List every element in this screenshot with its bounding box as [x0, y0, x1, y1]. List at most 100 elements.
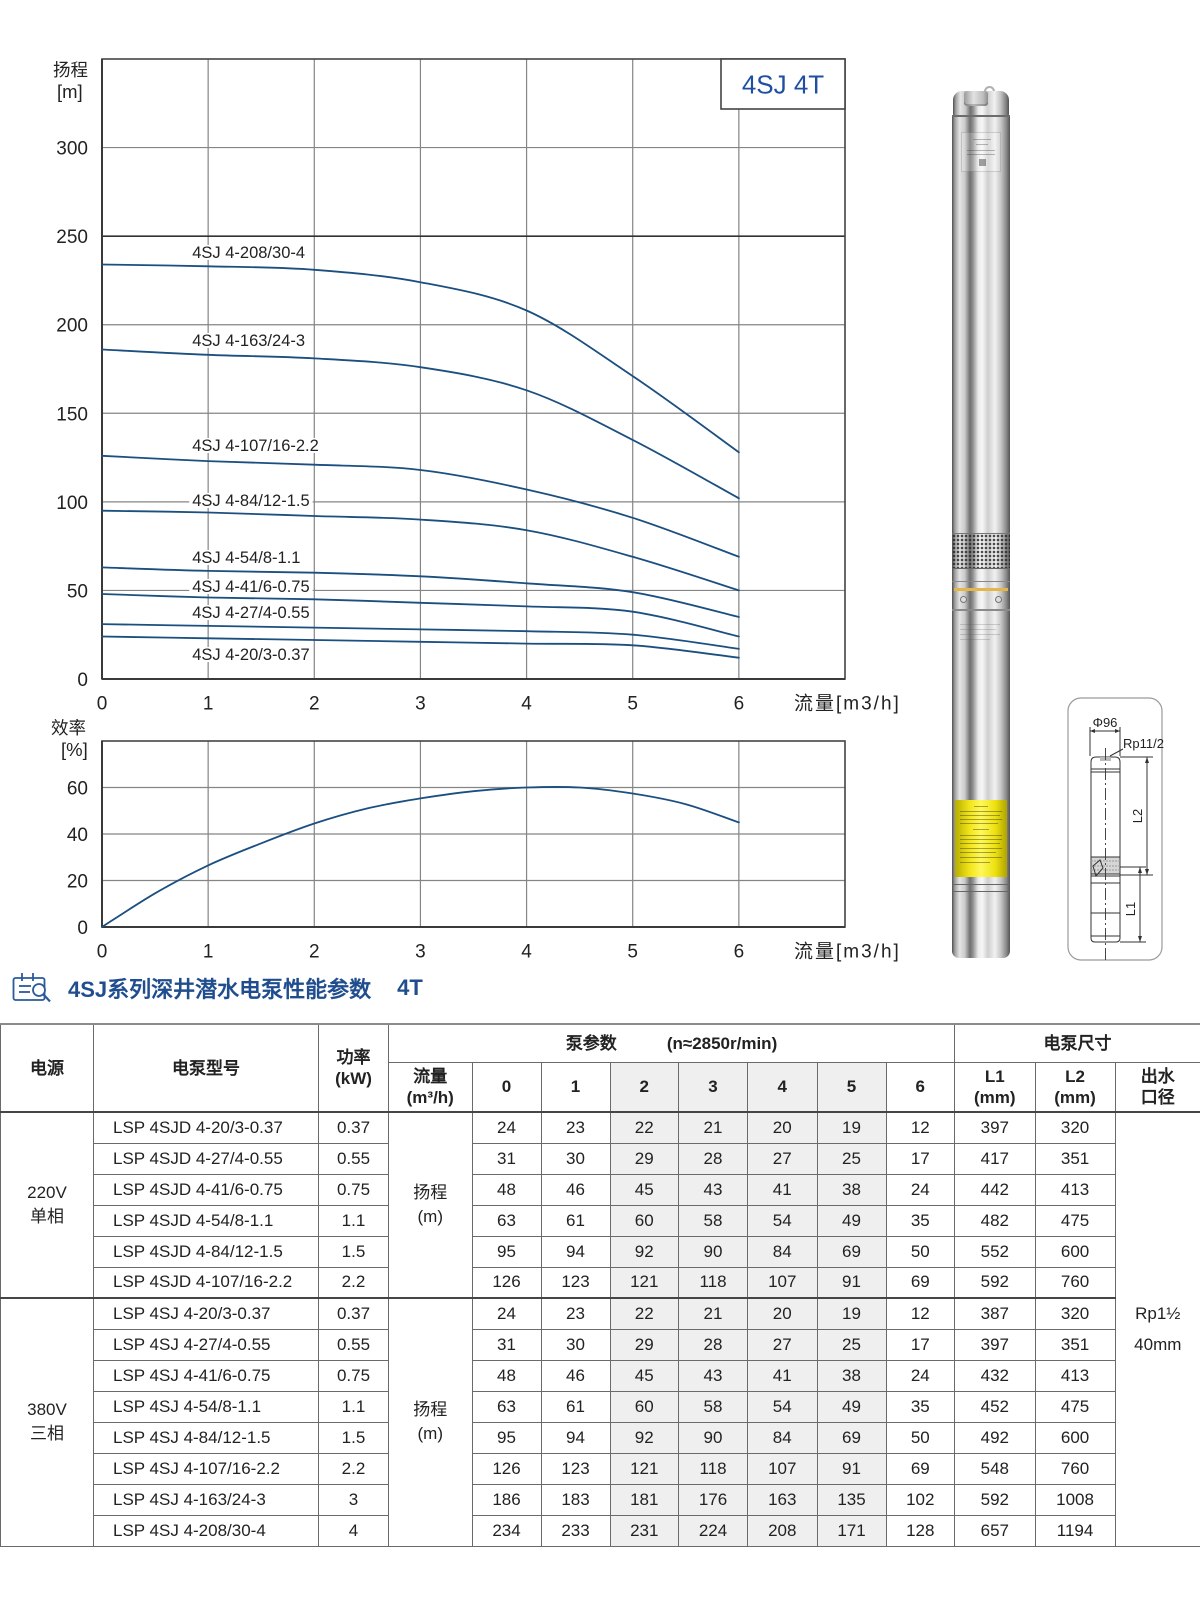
head-value-cell: 17 — [885, 1142, 956, 1175]
x-tick-label: 6 — [734, 942, 745, 963]
performance-curve — [101, 786, 740, 928]
head-value-cell: 24 — [471, 1297, 542, 1330]
head-value-cell: 92 — [609, 1421, 679, 1454]
head-value-cell: 84 — [747, 1235, 818, 1268]
head-value-cell: 24 — [885, 1359, 956, 1392]
l2-cell: 320 — [1034, 1111, 1116, 1144]
power-cell: 1.1 — [318, 1204, 389, 1237]
model-cell: LSP 4SJ 4-54/8-1.1 — [93, 1390, 319, 1423]
power-cell: 0.37 — [318, 1297, 389, 1330]
l1-cell: 397 — [954, 1111, 1036, 1144]
header-pump-params: 泵参数 (n≈2850r/min) — [387, 1023, 956, 1063]
head-value-cell: 49 — [816, 1390, 887, 1423]
header-l1-unit: (mm) — [974, 1087, 1016, 1107]
y-tick-label: 100 — [56, 493, 88, 514]
x-tick-label: 0 — [97, 942, 108, 963]
head-value-cell: 163 — [747, 1483, 818, 1516]
l1-cell: 592 — [954, 1266, 1036, 1299]
leader-line — [1109, 748, 1124, 757]
head-value-cell: 49 — [816, 1204, 887, 1237]
head-value-cell: 31 — [471, 1328, 542, 1361]
table-row: LSP 4SJD 4-27/4-0.55 0.55 31 30 29 28 27 25 17 41… — [1, 1142, 1200, 1175]
curves — [101, 263, 740, 659]
outlet-size-cell: Rp1½ 40mm — [1114, 1111, 1200, 1547]
outlet-thread: Rp1½ — [1135, 1304, 1181, 1324]
y-axis-unit: [m] — [57, 81, 83, 102]
l2-cell: 413 — [1034, 1173, 1116, 1206]
curve-label-background — [189, 647, 313, 663]
header-flow-point: 1 — [540, 1061, 611, 1113]
header-dimensions: 电泵尺寸 — [954, 1023, 1200, 1063]
head-value-cell: 41 — [747, 1359, 818, 1392]
y-axis-title: 扬程 — [53, 60, 88, 80]
model-cell: LSP 4SJ 4-107/16-2.2 — [93, 1452, 319, 1485]
table-row: LSP 4SJD 4-84/12-1.5 1.5 95 94 92 90 84 69 50 552… — [1, 1235, 1200, 1268]
header-flow-point: 2 — [609, 1061, 679, 1113]
arrow-icon — [1138, 867, 1142, 873]
table-row: LSP 4SJ 4-107/16-2.2 2.2 126 123 121 118 107 91… — [1, 1452, 1200, 1485]
head-value-cell: 107 — [747, 1266, 818, 1299]
power-cell: 0.75 — [318, 1359, 389, 1392]
arrow-icon — [1145, 869, 1149, 875]
header-model: 电泵型号 — [93, 1023, 319, 1113]
header-flow-point: 4 — [747, 1061, 818, 1113]
curve-label-background — [189, 549, 304, 565]
head-value-cell: 95 — [471, 1421, 542, 1454]
power-cell: 0.37 — [318, 1111, 389, 1144]
head-flow-chart: 0 1 2 3 4 5 6 0 50 100 150 200 250 300 4SJ 4-208/30-4 4… — [56, 58, 846, 715]
x-tick-label: 5 — [627, 694, 638, 715]
arrow-icon — [1138, 936, 1142, 942]
head-value-cell: 128 — [885, 1514, 956, 1547]
head-value-cell: 31 — [471, 1142, 542, 1175]
head-value-cell: 63 — [471, 1390, 542, 1423]
head-value-cell: 48 — [471, 1173, 542, 1206]
warning-label — [955, 800, 1007, 877]
performance-curve — [101, 593, 740, 638]
model-cell: LSP 4SJD 4-41/6-0.75 — [93, 1173, 319, 1206]
y-axis-unit: [%] — [61, 739, 88, 760]
y-tick-label: 60 — [67, 779, 88, 800]
diameter-label: Φ96 — [1093, 715, 1118, 730]
table-row: LSP 4SJD 4-107/16-2.2 2.2 126 123 121 118 107 9… — [1, 1266, 1200, 1299]
pump-outline — [1090, 756, 1121, 943]
head-value-cell: 50 — [885, 1235, 956, 1268]
cutaway-window — [1092, 859, 1104, 878]
power-cell: 1.1 — [318, 1390, 389, 1423]
head-value-cell: 118 — [678, 1452, 748, 1485]
power-source-cell: 380V 三相 — [0, 1297, 94, 1547]
head-value-cell: 38 — [816, 1359, 887, 1392]
header-pump-params-label: 泵参数 — [565, 1033, 617, 1053]
head-value-cell: 91 — [816, 1452, 887, 1485]
curve-label-background — [189, 492, 313, 508]
power-cell: 1.5 — [318, 1421, 389, 1454]
x-tick-label: 4 — [521, 942, 532, 963]
head-value-cell: 60 — [609, 1390, 679, 1423]
head-value-cell: 28 — [678, 1142, 748, 1175]
head-value-cell: 233 — [540, 1514, 611, 1547]
head-value-cell: 94 — [540, 1235, 611, 1268]
head-value-cell: 171 — [816, 1514, 887, 1547]
header-l2-label: L2 — [1065, 1066, 1085, 1086]
chart-title-frame — [720, 58, 846, 110]
model-cell: LSP 4SJD 4-54/8-1.1 — [93, 1204, 319, 1237]
header-l1: L1 (mm) — [954, 1061, 1036, 1113]
power-cell: 1.5 — [318, 1235, 389, 1268]
engraved-text — [960, 629, 996, 630]
x-tick-label: 2 — [309, 942, 320, 963]
curve-label-background — [189, 579, 313, 595]
head-value-cell: 123 — [540, 1452, 611, 1485]
head-value-cell: 19 — [816, 1297, 887, 1330]
head-value-cell: 92 — [609, 1235, 679, 1268]
x-tick-label: 4 — [521, 694, 532, 715]
table-row: 220V 单相 LSP 4SJD 4-20/3-0.37 0.37 扬程 (m) 24 23 2… — [0, 1111, 1200, 1547]
performance-curve — [101, 454, 740, 558]
head-value-cell: 24 — [471, 1111, 542, 1144]
l2-cell: 413 — [1034, 1359, 1116, 1392]
y-tick-label: 200 — [56, 316, 88, 337]
section-series-code: 4T — [397, 975, 423, 1000]
head-value-cell: 69 — [816, 1235, 887, 1268]
section-title: 4SJ系列深井潜水电泵性能参数 — [68, 977, 372, 1002]
head-value-cell: 118 — [678, 1266, 748, 1299]
lifting-eye — [984, 86, 995, 95]
head-value-cell: 54 — [747, 1204, 818, 1237]
